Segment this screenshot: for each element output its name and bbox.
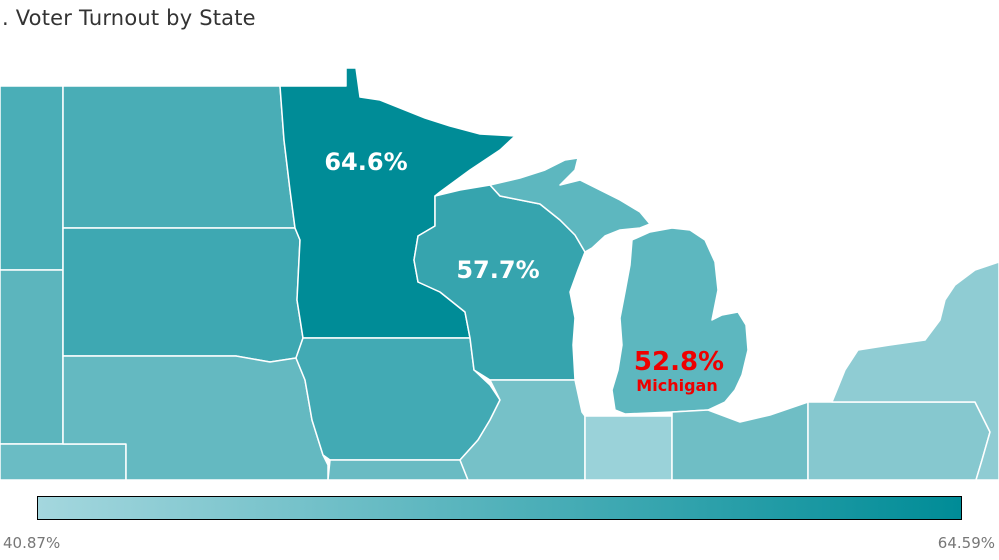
- state-north-dakota[interactable]: [62, 85, 296, 229]
- state-michigan-lp[interactable]: [611, 227, 749, 415]
- state-illinois[interactable]: [459, 379, 586, 480]
- state-iowa[interactable]: [295, 337, 501, 461]
- state-pennsylvania[interactable]: [807, 401, 991, 480]
- state-missouri[interactable]: [327, 459, 469, 480]
- wisconsin-turnout-label: 57.7%: [456, 256, 539, 284]
- michigan-state-label: Michigan: [636, 376, 717, 395]
- state-south-dakota[interactable]: [62, 227, 304, 363]
- map-title: . Voter Turnout by State: [2, 6, 256, 30]
- state-michigan-up[interactable]: [489, 157, 651, 253]
- color-scale-legend: [37, 496, 962, 520]
- state-ohio[interactable]: [671, 401, 809, 480]
- state-colorado[interactable]: [0, 443, 127, 480]
- state-indiana[interactable]: [584, 415, 673, 480]
- choropleth-map: 64.6% 57.7% 52.8% Michigan: [0, 67, 999, 480]
- state-wyoming[interactable]: [0, 269, 64, 445]
- minnesota-turnout-label: 64.6%: [324, 148, 407, 176]
- legend-min-label: 40.87%: [3, 534, 61, 552]
- legend-max-label: 64.59%: [937, 534, 995, 552]
- michigan-turnout-label: 52.8%: [634, 347, 724, 377]
- state-new-york[interactable]: [831, 261, 999, 480]
- state-montana[interactable]: [0, 85, 64, 271]
